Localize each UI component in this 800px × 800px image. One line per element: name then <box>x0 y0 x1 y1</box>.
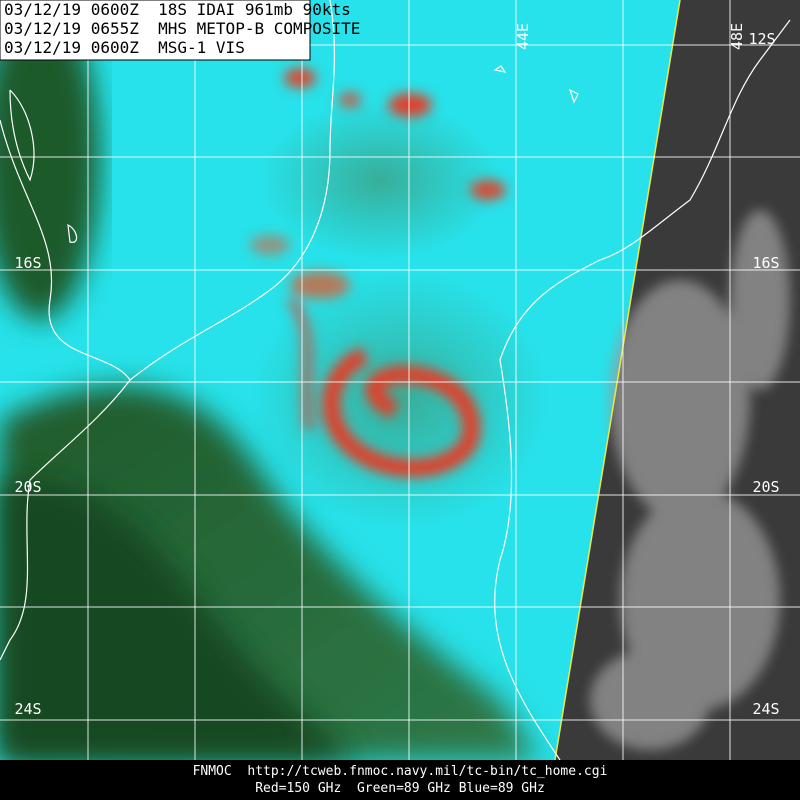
footer-line: Red=150 GHz Green=89 GHz Blue=89 GHz <box>255 781 545 796</box>
lat-label: 24S <box>752 700 779 718</box>
footer: FNMOC http://tcweb.fnmoc.navy.mil/tc-bin… <box>0 760 800 800</box>
header-line: 03/12/19 0655Z MHS METOP-B COMPOSITE <box>4 19 360 38</box>
grid-labels: 44E 48E 12S 16S 16S 20S 20S 24S 24S <box>14 23 779 718</box>
footer-line: FNMOC http://tcweb.fnmoc.navy.mil/tc-bin… <box>193 764 608 779</box>
lat-label: 24S <box>14 700 41 718</box>
lat-label: 16S <box>752 254 779 272</box>
header-line: 03/12/19 0600Z 18S IDAI 961mb 90kts <box>4 0 351 19</box>
coastlines <box>0 0 791 761</box>
lat-label: 20S <box>14 478 41 496</box>
header: 03/12/19 0600Z 18S IDAI 961mb 90kts 03/1… <box>0 0 360 61</box>
header-line: 03/12/19 0600Z MSG-1 VIS <box>4 38 245 57</box>
microwave-composite <box>0 0 680 760</box>
visible-imagery <box>554 0 800 761</box>
lon-label: 48E <box>728 23 746 50</box>
lon-label: 44E <box>514 23 532 50</box>
convection <box>250 68 506 478</box>
lat-label: 20S <box>752 478 779 496</box>
lat-label: 12S <box>748 30 775 48</box>
lat-label: 16S <box>14 254 41 272</box>
